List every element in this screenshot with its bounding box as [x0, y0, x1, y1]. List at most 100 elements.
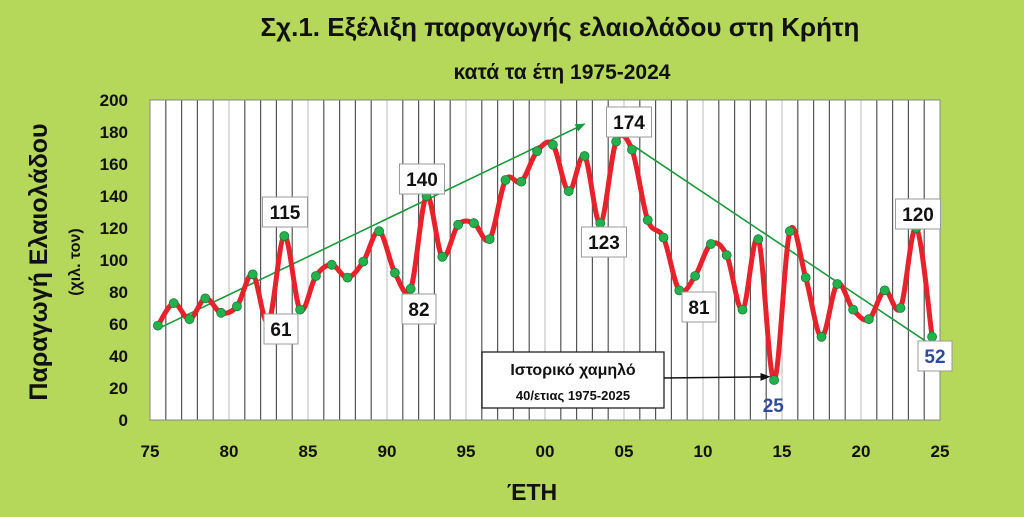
grid-lines — [149, 99, 941, 421]
data-label-box — [681, 291, 717, 323]
data-label: 115 — [262, 196, 308, 228]
data-point — [326, 259, 337, 270]
data-label: 61 — [263, 313, 299, 345]
data-label-box — [581, 226, 627, 258]
x-tick-labels: 75 80 85 90 95 00 05 10 15 20 25 — [141, 442, 950, 461]
data-point — [342, 272, 353, 283]
x-tick-label: 15 — [773, 442, 792, 461]
x-tick-label: 05 — [615, 442, 634, 461]
y-tick-label: 200 — [100, 91, 128, 110]
annotation-historic-low: Ιστορικό χαμηλό 40/ετιας 1975-2025 — [481, 351, 771, 409]
data-label-text: 140 — [406, 170, 438, 191]
data-point — [864, 314, 874, 325]
data-point — [389, 267, 400, 278]
data-label: 120 — [895, 198, 941, 230]
data-point — [374, 226, 385, 237]
plot-border — [149, 99, 941, 421]
x-tick-label: 20 — [852, 442, 871, 461]
data-point — [800, 272, 811, 283]
data-label-text: 81 — [688, 298, 710, 319]
y-tick-label: 60 — [109, 315, 128, 334]
trend-lines — [157, 123, 949, 357]
data-point — [468, 218, 479, 229]
data-point — [231, 301, 242, 312]
y-tick-label: 160 — [100, 155, 128, 174]
data-point — [216, 307, 227, 318]
y-axis-unit: (χιλ. τον) — [67, 228, 84, 295]
data-label-text: 115 — [270, 203, 301, 224]
y-tick-label: 0 — [119, 411, 128, 430]
data-point — [927, 331, 937, 342]
y-tick-labels: 0 20 40 60 80 100 120 140 160 180 200 — [100, 91, 128, 430]
data-label: 52 — [917, 340, 953, 372]
data-point — [405, 283, 416, 294]
data-point — [279, 231, 290, 241]
data-point — [769, 375, 779, 385]
data-label-box — [399, 163, 445, 195]
y-tick-label: 120 — [100, 219, 128, 238]
trend-arrow — [157, 123, 586, 330]
data-point — [437, 251, 448, 262]
data-label-text: 82 — [408, 300, 429, 321]
y-tick-label: 100 — [100, 251, 128, 270]
data-label-box — [263, 313, 299, 345]
data-label-box — [606, 106, 652, 138]
data-point — [737, 304, 748, 315]
data-label: 82 — [401, 293, 437, 325]
data-label: 174 — [606, 106, 652, 138]
data-label: 123 — [581, 226, 627, 258]
x-tick-label: 75 — [141, 442, 160, 461]
data-labels: 115 61 140 82 174 123 81 120 52 25 — [262, 106, 953, 417]
data-point — [295, 304, 306, 315]
data-label-box — [401, 293, 437, 325]
x-tick-label: 85 — [299, 442, 318, 461]
y-tick-label: 20 — [109, 379, 128, 398]
data-point — [516, 176, 527, 187]
data-point — [358, 256, 369, 267]
data-label-text: 25 — [763, 396, 785, 417]
data-point — [611, 136, 621, 147]
data-point — [785, 226, 795, 237]
series-layer — [152, 132, 937, 385]
data-point — [658, 232, 669, 243]
data-point — [532, 146, 542, 157]
data-point — [595, 218, 606, 229]
x-tick-label: 90 — [378, 442, 397, 461]
y-tick-label: 140 — [100, 187, 128, 206]
data-label-text: 120 — [902, 205, 934, 226]
data-label-text: 174 — [613, 113, 645, 134]
data-point — [832, 279, 843, 289]
annotation-subtitle: 40/ετιας 1975-2025 — [516, 388, 630, 403]
data-point — [642, 215, 653, 225]
y-tick-label: 80 — [109, 283, 128, 302]
y-tick-label: 40 — [109, 347, 128, 366]
x-tick-label: 10 — [694, 442, 713, 461]
data-point — [579, 151, 590, 161]
x-tick-label: 80 — [220, 442, 239, 461]
data-point — [247, 269, 258, 280]
data-label-text: 52 — [924, 347, 945, 368]
data-label: 25 — [763, 396, 785, 417]
data-label-text: 61 — [270, 320, 292, 341]
y-tick-label: 180 — [100, 123, 128, 142]
data-point — [816, 331, 827, 342]
data-point — [500, 175, 511, 185]
data-point — [879, 285, 890, 296]
data-point — [753, 234, 764, 245]
x-tick-label: 25 — [931, 442, 950, 461]
data-point — [484, 234, 495, 245]
x-tick-label: 95 — [457, 442, 476, 461]
data-point — [563, 186, 574, 197]
data-label: 81 — [681, 291, 717, 323]
data-point — [184, 314, 195, 325]
x-tick-label: 00 — [536, 442, 555, 461]
annotation-title: Ιστορικό χαμηλό — [510, 362, 636, 379]
data-point — [895, 303, 906, 313]
data-label-box — [262, 196, 308, 228]
data-point — [310, 271, 321, 281]
data-point — [453, 219, 464, 230]
data-label-box — [917, 340, 953, 372]
data-label-box — [895, 198, 941, 230]
